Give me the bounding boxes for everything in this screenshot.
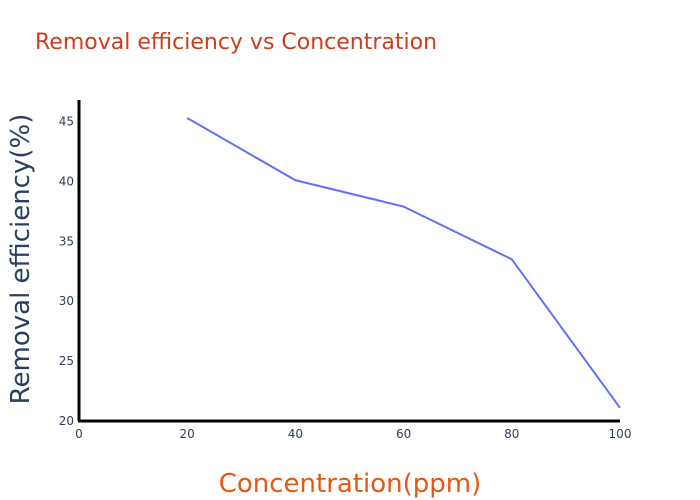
y-tick-label: 35	[59, 234, 74, 248]
x-tick-label: 20	[180, 427, 195, 441]
x-tick-label: 40	[288, 427, 303, 441]
y-tick-labels: 20 25 30 35 40 45	[59, 115, 74, 428]
x-axis-title: Concentration(ppm)	[219, 469, 482, 499]
x-tick-label: 80	[504, 427, 519, 441]
y-tick-label: 25	[59, 354, 74, 368]
x-tick-labels: 0 20 40 60 80 100	[75, 427, 631, 441]
y-axis-title: Removal efficiency(%)	[6, 114, 36, 405]
y-tick-label: 30	[59, 294, 74, 308]
x-tick-label: 60	[396, 427, 411, 441]
chart-title: Removal efficiency vs Concentration	[35, 30, 437, 55]
series-layer	[186, 117, 621, 409]
series-line	[186, 117, 621, 409]
x-tick-label: 100	[609, 427, 632, 441]
y-tick-label: 45	[59, 115, 74, 129]
y-tick-label: 20	[59, 414, 74, 428]
x-tick-label: 0	[75, 427, 83, 441]
y-tick-label: 40	[59, 174, 74, 188]
